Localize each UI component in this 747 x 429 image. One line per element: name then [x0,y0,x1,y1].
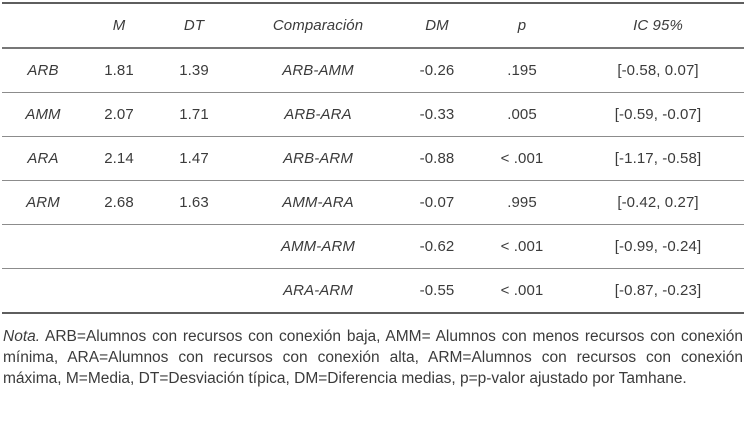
cell-ic95: [-0.87, -0.23] [614,282,702,299]
cell-dm: -0.62 [419,238,455,255]
cell-dm: -0.55 [419,282,455,299]
row-label: ARA [27,150,59,167]
cell-dt: 1.39 [179,62,209,79]
cell-m [84,269,154,314]
cell-dm: -0.26 [419,62,455,79]
cell-ic95: [-0.58, 0.07] [617,62,699,79]
cell-p: < .001 [500,150,544,167]
cell-dt: 1.47 [179,150,209,167]
cell-p: .005 [507,106,537,123]
statistics-table: M DT Comparación DM p IC 95% ARB 1.81 1.… [2,2,744,314]
cell-comparacion: ARB-AMM [282,62,354,79]
header-p: p [517,17,527,34]
table-row: AMM 2.07 1.71 ARB-ARA -0.33 .005 [-0.59,… [2,93,744,137]
table-note: Nota. ARB=Alumnos con recursos con conex… [3,326,743,389]
header-ic95: IC 95% [633,17,683,34]
cell-dt [154,225,234,269]
row-label: AMM [25,106,61,123]
table-row: ARA 2.14 1.47 ARB-ARM -0.88 < .001 [-1.1… [2,137,744,181]
cell-dt: 1.63 [179,194,209,211]
cell-dt: 1.71 [179,106,209,123]
cell-ic95: [-0.59, -0.07] [614,106,702,123]
row-label [2,225,84,269]
cell-comparacion: AMM-ARA [282,194,354,211]
cell-dt [154,269,234,314]
cell-ic95: [-0.42, 0.27] [617,194,699,211]
cell-ic95: [-1.17, -0.58] [614,150,702,167]
cell-comparacion: ARA-ARM [283,282,353,299]
cell-m [84,225,154,269]
cell-comparacion: AMM-ARM [280,238,356,255]
cell-p: < .001 [500,238,544,255]
table-row: ARA-ARM -0.55 < .001 [-0.87, -0.23] [2,269,744,314]
table-row: ARB 1.81 1.39 ARB-AMM -0.26 .195 [-0.58,… [2,48,744,93]
cell-p: < .001 [500,282,544,299]
cell-p: .995 [507,194,537,211]
cell-m: 2.68 [104,194,134,211]
header-dm: DM [425,17,449,34]
row-label: ARB [27,62,59,79]
table-row: AMM-ARM -0.62 < .001 [-0.99, -0.24] [2,225,744,269]
cell-dm: -0.33 [419,106,455,123]
note-label: Nota. [3,328,41,345]
header-comparacion: Comparación [272,17,364,34]
cell-comparacion: ARB-ARA [284,106,352,123]
cell-ic95: [-0.99, -0.24] [614,238,702,255]
cell-m: 1.81 [104,62,134,79]
header-empty [2,3,84,48]
header-dt: DT [183,17,205,34]
cell-comparacion: ARB-ARM [283,150,353,167]
row-label [2,269,84,314]
cell-p: .195 [507,62,537,79]
table-row: ARM 2.68 1.63 AMM-ARA -0.07 .995 [-0.42,… [2,181,744,225]
note-text: ARB=Alumnos con recursos con conexión ba… [3,328,743,387]
table-header-row: M DT Comparación DM p IC 95% [2,3,744,48]
header-m: M [112,17,126,34]
cell-dm: -0.88 [419,150,455,167]
row-label: ARM [26,194,60,211]
cell-m: 2.14 [104,150,134,167]
cell-m: 2.07 [104,106,134,123]
cell-dm: -0.07 [419,194,455,211]
